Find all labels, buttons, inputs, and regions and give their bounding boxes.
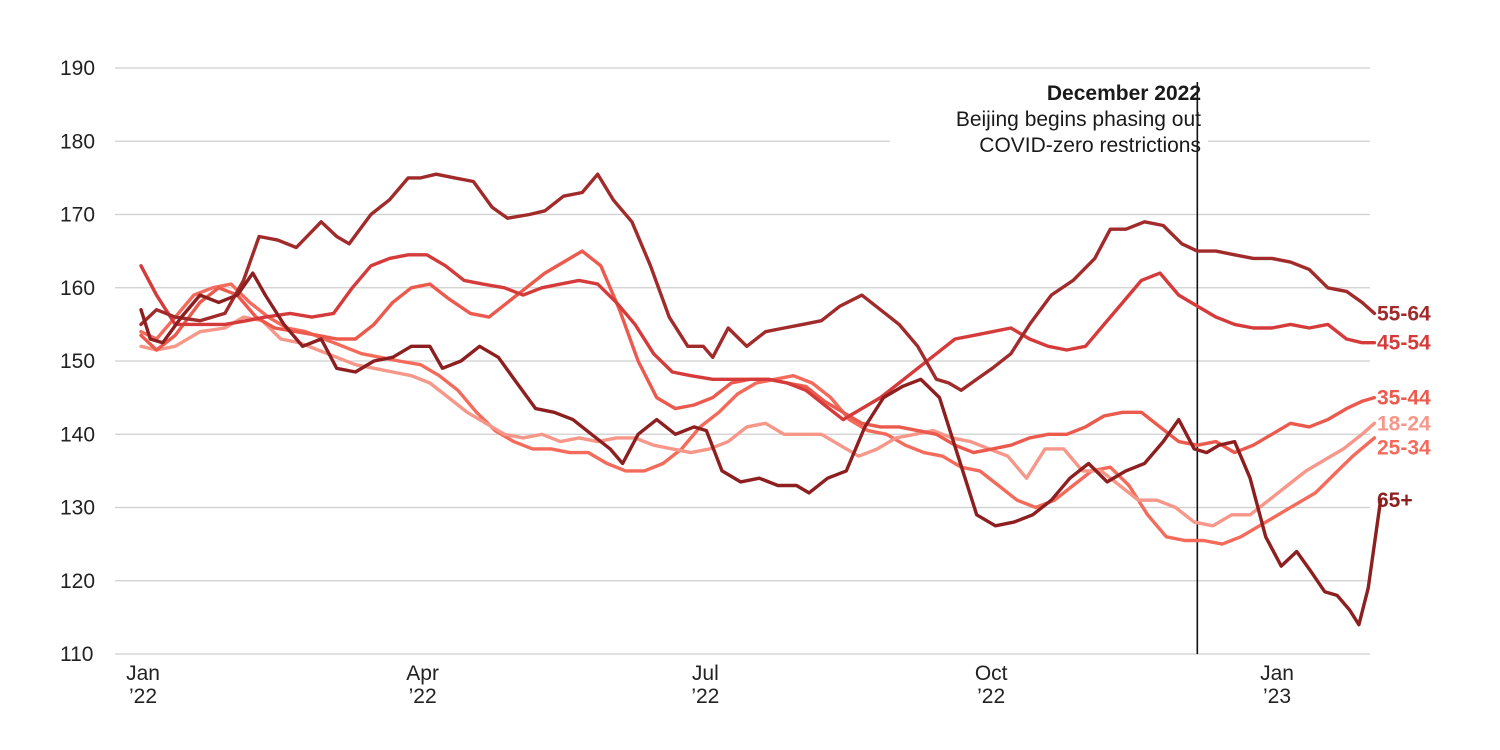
annotation-title: December 2022 xyxy=(1047,82,1201,105)
x-tick-label-year: ’22 xyxy=(129,685,157,708)
annotation: December 2022 Beijing begins phasing out… xyxy=(890,74,1208,654)
y-tick-label: 110 xyxy=(60,643,93,666)
y-tick-label: 160 xyxy=(60,277,95,300)
y-tick-label: 120 xyxy=(60,570,95,593)
x-tick-label-month: Apr xyxy=(406,662,439,685)
series-lines xyxy=(139,172,1383,627)
annotation-line-2: COVID-zero restrictions xyxy=(979,134,1201,157)
y-tick-label: 190 xyxy=(60,57,95,80)
y-tick-label: 140 xyxy=(60,423,95,446)
x-tick-label-month: Jan xyxy=(1260,662,1294,685)
x-tick-label-year: ’22 xyxy=(409,685,437,708)
x-tick-label-month: Oct xyxy=(975,662,1008,685)
series-label-25-34: 25-34 xyxy=(1377,436,1431,459)
series-line-18-24 xyxy=(139,315,1377,528)
annotation-line-1: Beijing begins phasing out xyxy=(956,108,1201,131)
y-tick-label: 180 xyxy=(60,130,95,153)
y-tick-label: 170 xyxy=(60,204,95,227)
gridlines xyxy=(115,67,1370,655)
annotation-backdrop xyxy=(890,74,1208,160)
x-tick-label-month: Jul xyxy=(692,662,719,685)
y-tick-label: 130 xyxy=(60,497,95,520)
x-tick-label-year: ’22 xyxy=(977,685,1005,708)
series-label-35-44: 35-44 xyxy=(1377,387,1431,410)
x-tick-label-year: ’23 xyxy=(1263,685,1291,708)
series-label-45-54: 45-54 xyxy=(1377,332,1431,355)
x-tick-label-year: ’22 xyxy=(691,685,719,708)
y-axis-ticks: 110 120 130 140 150 160 170 180 190 xyxy=(60,57,95,666)
series-line-25-34 xyxy=(139,282,1377,546)
series-label-18-24: 18-24 xyxy=(1377,412,1431,435)
series-line-45-54 xyxy=(139,253,1377,422)
series-line-65plus xyxy=(139,271,1383,627)
series-label-55-64: 55-64 xyxy=(1377,302,1431,325)
series-line-55-64 xyxy=(139,172,1377,392)
y-tick-label: 150 xyxy=(60,350,95,373)
series-label-65plus: 65+ xyxy=(1377,489,1413,512)
x-tick-label-month: Jan xyxy=(126,662,160,685)
